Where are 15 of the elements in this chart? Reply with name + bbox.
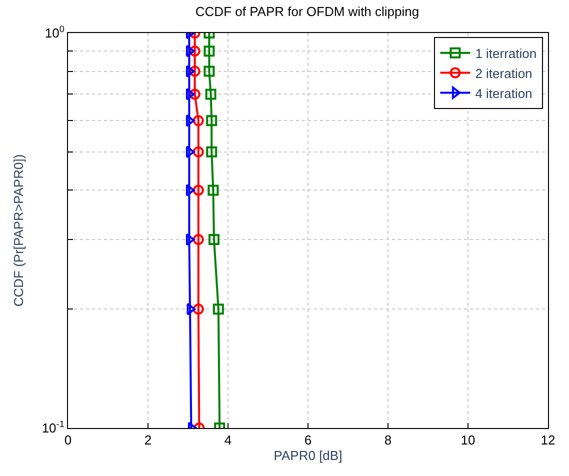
y-tick-label: 10$^{-1}$ bbox=[42, 419, 64, 436]
x-tick-label: 8 bbox=[384, 432, 392, 448]
x-tick-label: 6 bbox=[304, 432, 312, 448]
x-axis-title: PAPR0 [dB] bbox=[274, 448, 342, 464]
x-tick-label: 0 bbox=[64, 432, 72, 448]
y-axis-title: CCDF (Pr[PAPR>PAPR0]) bbox=[10, 154, 26, 307]
x-tick-label: 12 bbox=[540, 432, 556, 448]
x-tick-label: 2 bbox=[144, 432, 152, 448]
y-tick-label: 10$^{0}$ bbox=[44, 24, 64, 41]
chart-title: CCDF of PAPR for OFDM with clipping bbox=[195, 4, 420, 20]
legend-label: 2 iteration bbox=[475, 66, 532, 81]
x-tick-label: 4 bbox=[224, 432, 232, 448]
legend-label: 1 iterration bbox=[475, 46, 537, 61]
x-tick-label: 10 bbox=[460, 432, 476, 448]
legend-label: 4 iteration bbox=[475, 86, 532, 101]
